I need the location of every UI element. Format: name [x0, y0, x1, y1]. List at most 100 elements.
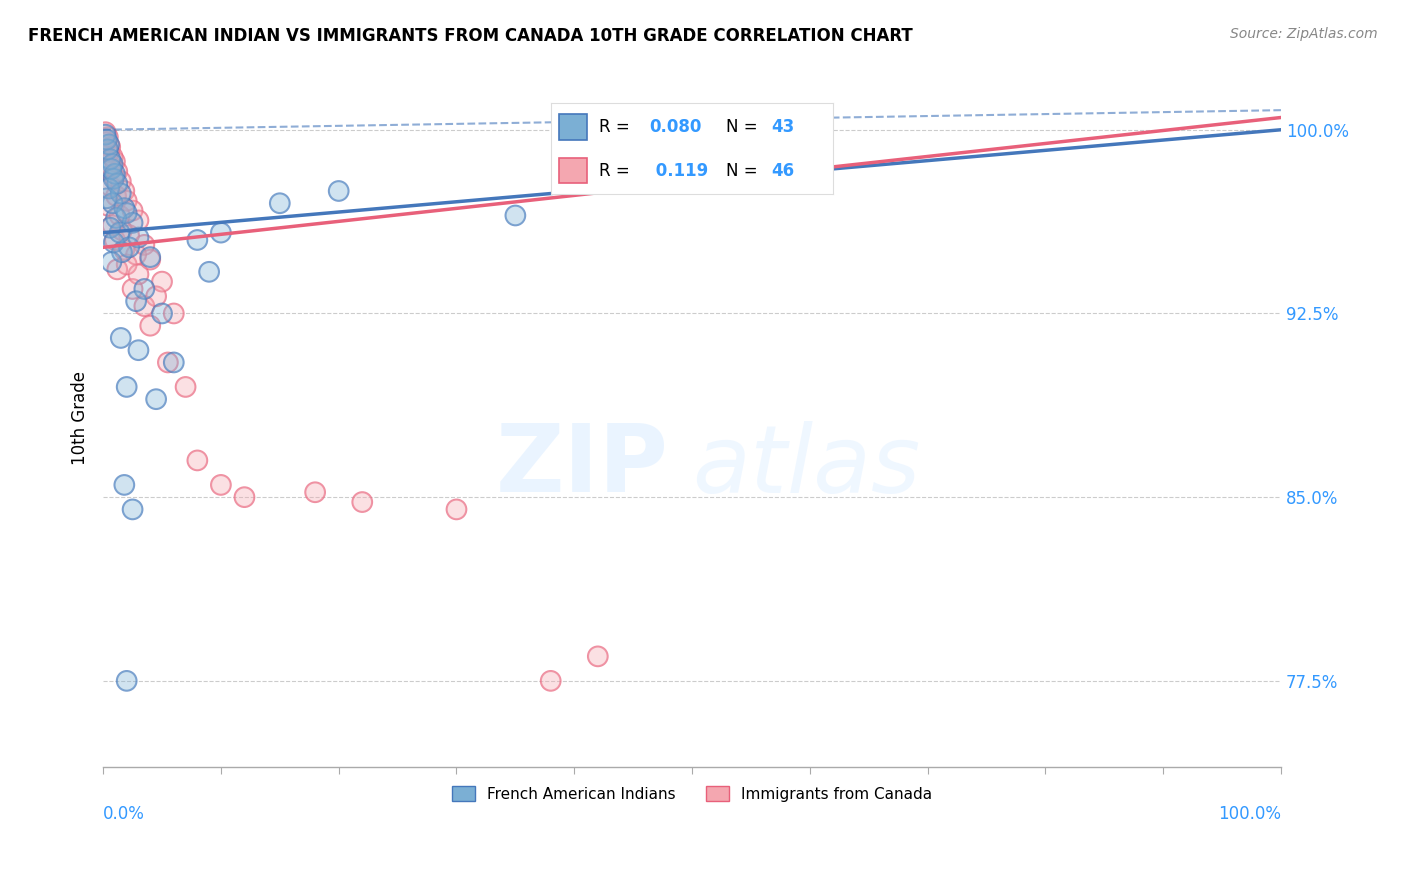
Point: [121, 282, 143, 296]
Point: [108, 209, 131, 223]
Point: [145, 289, 167, 303]
Point: [105, 262, 128, 277]
Point: [94, 125, 117, 139]
Point: [446, 502, 468, 516]
Point: [105, 177, 128, 191]
Point: [156, 355, 179, 369]
Point: [540, 673, 562, 688]
Point: [586, 649, 609, 664]
Point: [105, 262, 128, 277]
Point: [127, 213, 149, 227]
Point: [127, 267, 149, 281]
Text: 0.0%: 0.0%: [103, 805, 145, 823]
Point: [98, 181, 121, 195]
Point: [103, 235, 125, 250]
Point: [98, 140, 121, 154]
Point: [209, 226, 232, 240]
Point: [586, 649, 609, 664]
Point: [104, 233, 127, 247]
Point: [101, 157, 124, 171]
Point: [104, 233, 127, 247]
Point: [100, 161, 122, 176]
Point: [98, 179, 121, 194]
Point: [98, 220, 121, 235]
Point: [150, 306, 173, 320]
Point: [115, 380, 138, 394]
Point: [105, 164, 128, 178]
Point: [105, 164, 128, 178]
Point: [186, 233, 208, 247]
Point: [110, 186, 132, 201]
Point: [139, 318, 162, 333]
Point: [540, 673, 562, 688]
Point: [108, 209, 131, 223]
Point: [115, 257, 138, 271]
Point: [101, 196, 124, 211]
Point: [96, 132, 118, 146]
Point: [121, 502, 143, 516]
Point: [121, 216, 143, 230]
Text: atlas: atlas: [692, 421, 921, 512]
Point: [127, 343, 149, 358]
Point: [110, 174, 132, 188]
Point: [150, 306, 173, 320]
Point: [174, 380, 197, 394]
Text: Source: ZipAtlas.com: Source: ZipAtlas.com: [1230, 27, 1378, 41]
Text: ZIP: ZIP: [495, 420, 668, 512]
Point: [101, 157, 124, 171]
Point: [145, 392, 167, 407]
Point: [101, 150, 124, 164]
Point: [105, 189, 128, 203]
Point: [233, 490, 256, 504]
Point: [121, 502, 143, 516]
Point: [112, 184, 135, 198]
Point: [115, 673, 138, 688]
Point: [111, 223, 134, 237]
Point: [328, 184, 350, 198]
Point: [121, 216, 143, 230]
Point: [101, 219, 124, 233]
Point: [98, 152, 121, 166]
Point: [145, 392, 167, 407]
Point: [97, 130, 120, 145]
Point: [127, 230, 149, 244]
Point: [101, 219, 124, 233]
Point: [134, 238, 156, 252]
Point: [233, 490, 256, 504]
Point: [156, 355, 179, 369]
Point: [98, 152, 121, 166]
Point: [97, 142, 120, 156]
Point: [101, 150, 124, 164]
Point: [118, 228, 141, 243]
Point: [94, 128, 117, 142]
Point: [118, 240, 141, 254]
Point: [112, 201, 135, 215]
Point: [352, 495, 374, 509]
Point: [174, 380, 197, 394]
Point: [139, 252, 162, 267]
Point: [110, 174, 132, 188]
Point: [125, 248, 148, 262]
Point: [115, 206, 138, 220]
Point: [115, 673, 138, 688]
Point: [112, 243, 135, 257]
Point: [150, 275, 173, 289]
Point: [118, 228, 141, 243]
Point: [150, 275, 173, 289]
Point: [98, 137, 121, 152]
Point: [134, 282, 156, 296]
Point: [96, 191, 118, 205]
Point: [163, 306, 186, 320]
Point: [134, 299, 156, 313]
Point: [98, 220, 121, 235]
Point: [134, 282, 156, 296]
Point: [112, 243, 135, 257]
Point: [97, 130, 120, 145]
Point: [125, 248, 148, 262]
Point: [98, 137, 121, 152]
Point: [352, 495, 374, 509]
Point: [98, 145, 121, 159]
Point: [121, 203, 143, 218]
Point: [198, 265, 221, 279]
Point: [96, 135, 118, 149]
